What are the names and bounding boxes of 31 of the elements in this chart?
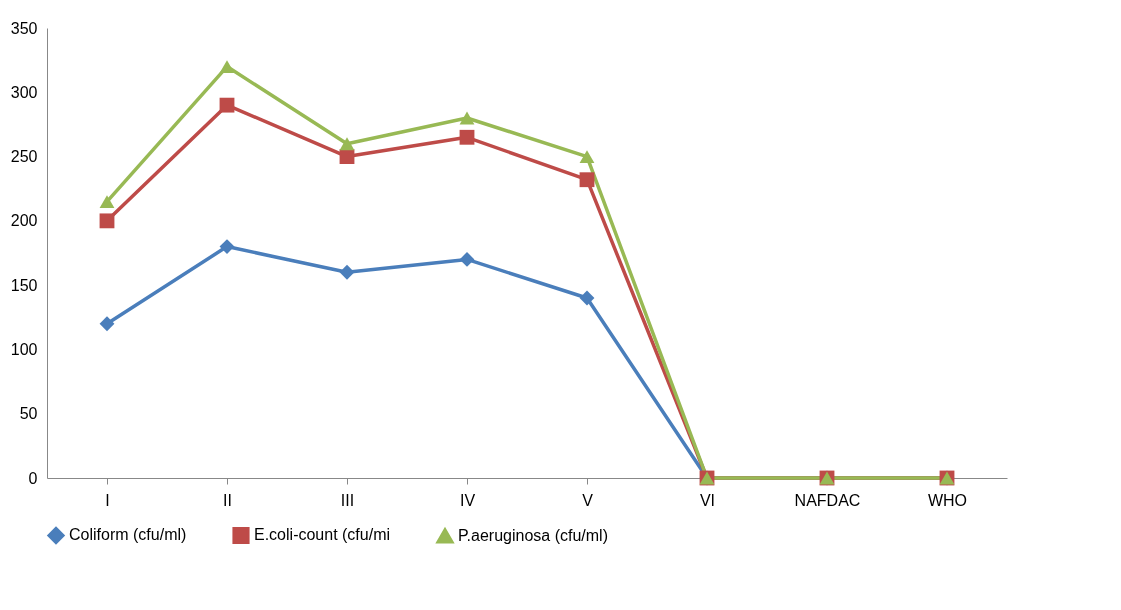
legend-label: P.aeruginosa (cfu/ml): [458, 526, 608, 544]
point: [99, 195, 115, 208]
y-tick-label: 350: [10, 19, 38, 37]
point: [579, 172, 595, 188]
legend-label: E.coli-count (cfu/mi: [254, 526, 391, 544]
point: [219, 60, 235, 73]
point: [99, 316, 115, 332]
x-tick-label: WHO: [927, 491, 968, 509]
x-tick-label: VI: [699, 491, 716, 509]
y-tick-label: 300: [10, 83, 38, 101]
point: [99, 213, 115, 229]
point: [459, 129, 475, 145]
point: [339, 137, 355, 151]
x-tick-label: V: [582, 491, 594, 509]
legend-label: Coliform (cfu/ml): [69, 526, 187, 544]
y-tick-label: 50: [19, 405, 38, 423]
y-tick-label: 0: [28, 469, 38, 487]
x-tick-label: II: [223, 491, 232, 509]
y-tick-label: 100: [10, 340, 38, 358]
y-tick-label: 150: [10, 276, 38, 294]
x-tick-label: III: [340, 491, 355, 509]
point: [219, 97, 235, 113]
point: [459, 111, 475, 125]
point: [579, 290, 595, 306]
point: [339, 264, 355, 280]
point: [579, 150, 595, 163]
y-tick-label: 250: [10, 148, 38, 166]
x-tick-label: I: [105, 491, 110, 509]
y-tick-label: 200: [10, 212, 38, 230]
x-tick-label: NAFDAC: [794, 491, 861, 509]
x-tick-label: IV: [459, 491, 476, 509]
